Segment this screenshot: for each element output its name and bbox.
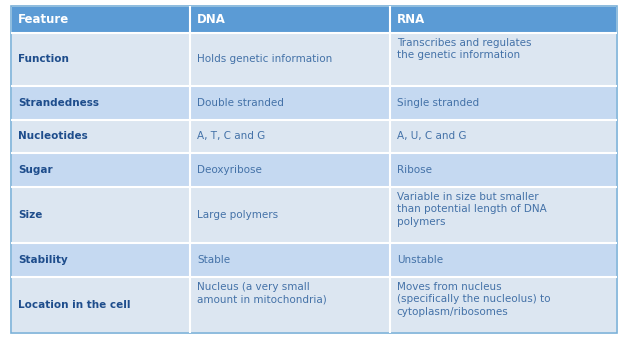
Bar — [391, 244, 616, 277]
Bar — [391, 120, 616, 153]
Bar — [12, 120, 189, 153]
Bar — [12, 277, 189, 333]
Text: Unstable: Unstable — [397, 255, 443, 265]
Text: Function: Function — [18, 55, 69, 64]
Text: A, T, C and G: A, T, C and G — [197, 132, 265, 141]
Text: Size: Size — [18, 210, 43, 220]
Text: Variable in size but smaller
than potential length of DNA
polymers: Variable in size but smaller than potent… — [397, 192, 546, 227]
Bar — [12, 244, 189, 277]
Text: Deoxyribose: Deoxyribose — [197, 165, 262, 175]
Text: Stability: Stability — [18, 255, 68, 265]
Bar — [191, 277, 389, 333]
Text: Large polymers: Large polymers — [197, 210, 278, 220]
Text: Ribose: Ribose — [397, 165, 431, 175]
Bar — [391, 277, 616, 333]
Text: Stable: Stable — [197, 255, 230, 265]
Bar — [191, 244, 389, 277]
Bar — [12, 154, 189, 187]
Text: Nucleus (a very small
amount in mitochondria): Nucleus (a very small amount in mitochon… — [197, 281, 327, 304]
Bar — [191, 120, 389, 153]
Text: Feature: Feature — [18, 13, 70, 26]
Bar — [391, 34, 616, 85]
Text: Strandedness: Strandedness — [18, 98, 99, 107]
Bar — [391, 6, 616, 33]
Text: Single stranded: Single stranded — [397, 98, 479, 107]
Bar — [391, 188, 616, 243]
Bar — [191, 154, 389, 187]
Bar — [191, 34, 389, 85]
Bar — [12, 6, 189, 33]
Bar — [191, 86, 389, 119]
Text: Location in the cell: Location in the cell — [18, 300, 131, 310]
Text: Nucleotides: Nucleotides — [18, 132, 88, 141]
Text: A, U, C and G: A, U, C and G — [397, 132, 466, 141]
Bar — [12, 188, 189, 243]
Text: Sugar: Sugar — [18, 165, 53, 175]
Bar — [12, 86, 189, 119]
Bar — [391, 154, 616, 187]
Bar — [391, 86, 616, 119]
Text: Double stranded: Double stranded — [197, 98, 284, 107]
Text: Holds genetic information: Holds genetic information — [197, 55, 332, 64]
Text: DNA: DNA — [197, 13, 226, 26]
Text: Moves from nucleus
(specifically the nucleolus) to
cytoplasm/ribosomes: Moves from nucleus (specifically the nuc… — [397, 281, 550, 317]
Text: Transcribes and regulates
the genetic information: Transcribes and regulates the genetic in… — [397, 38, 531, 60]
Bar — [191, 188, 389, 243]
Bar — [12, 34, 189, 85]
Text: RNA: RNA — [397, 13, 425, 26]
Bar — [191, 6, 389, 33]
